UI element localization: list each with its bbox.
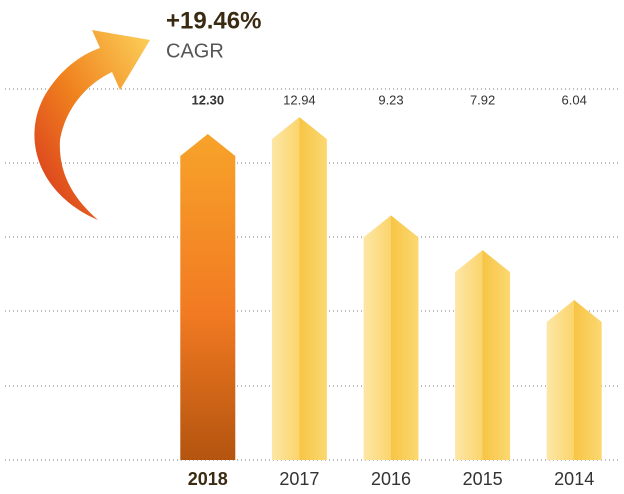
value-label: 9.23 [378, 92, 403, 107]
x-tick-label: 2015 [463, 469, 503, 489]
annotation: +19.46% [166, 7, 261, 34]
bar [364, 215, 419, 460]
x-tick-label: 2018 [188, 469, 228, 489]
x-tick-label: 2016 [371, 469, 411, 489]
value-label: 6.04 [562, 92, 587, 107]
chart: +19.46% CAGR 12.30 2018 12.94 2017 9.23 2016 7… [0, 0, 624, 494]
bar [180, 134, 235, 460]
bar [272, 117, 327, 460]
bar [455, 250, 510, 460]
x-tick-label: 2014 [554, 469, 594, 489]
x-tick-label: 2017 [279, 469, 319, 489]
value-label: 12.94 [283, 92, 316, 107]
arrow-icon [34, 30, 150, 220]
value-label: 12.30 [192, 92, 225, 107]
value-label: 7.92 [470, 92, 495, 107]
bar [547, 300, 602, 460]
annotation-label: CAGR [166, 40, 224, 62]
